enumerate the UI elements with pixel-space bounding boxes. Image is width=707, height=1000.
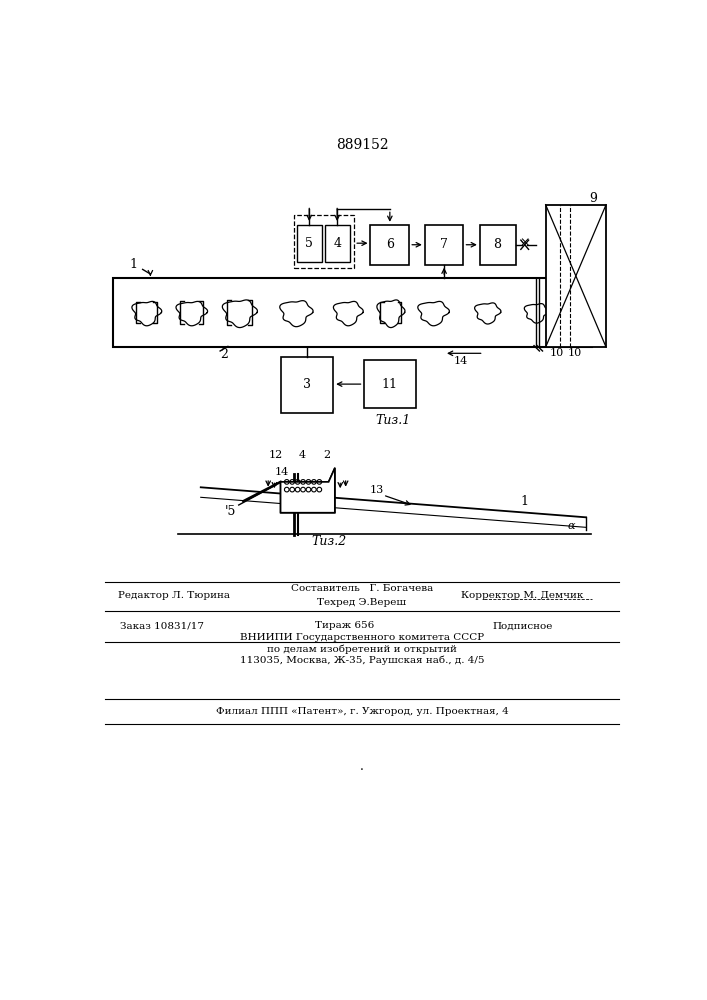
Text: 11: 11 — [382, 378, 398, 391]
Text: 5: 5 — [305, 237, 313, 250]
Text: 4: 4 — [333, 237, 341, 250]
Text: 12: 12 — [269, 450, 283, 460]
Text: 9: 9 — [590, 192, 597, 205]
Text: Τиз.1: Τиз.1 — [375, 414, 411, 427]
Text: Составитель   Г. Богачева: Составитель Г. Богачева — [291, 584, 433, 593]
Text: по делам изобретений и открытий: по делам изобретений и открытий — [267, 644, 457, 654]
Text: 14: 14 — [453, 356, 467, 366]
Text: 13: 13 — [370, 485, 384, 495]
Text: Тираж 656: Тираж 656 — [315, 621, 374, 630]
Bar — [546, 205, 606, 347]
Bar — [425, 225, 464, 265]
Text: 889152: 889152 — [336, 138, 388, 152]
Bar — [363, 360, 416, 408]
Text: Заказ 10831/17: Заказ 10831/17 — [120, 621, 204, 630]
Text: 10: 10 — [568, 348, 582, 358]
Text: '5: '5 — [225, 505, 236, 518]
Text: Τиз.2: Τиз.2 — [311, 535, 346, 548]
Text: Корректор М. Демчик: Корректор М. Демчик — [461, 591, 583, 600]
Text: 14: 14 — [275, 467, 289, 477]
Bar — [370, 225, 409, 265]
Text: ×: × — [520, 237, 530, 250]
Text: 1: 1 — [520, 495, 529, 508]
Text: Филиал ППП «Патент», г. Ужгород, ул. Проектная, 4: Филиал ППП «Патент», г. Ужгород, ул. Про… — [216, 707, 508, 716]
Text: 7: 7 — [440, 238, 448, 251]
Text: α: α — [568, 521, 575, 531]
Text: 6: 6 — [386, 238, 394, 251]
Text: Техред Э.Вереш: Техред Э.Вереш — [317, 598, 407, 607]
Text: 10: 10 — [549, 348, 563, 358]
Bar — [293, 215, 354, 268]
Text: Редактор Л. Тюрина: Редактор Л. Тюрина — [117, 591, 230, 600]
Bar — [297, 225, 322, 262]
Text: 113035, Москва, Ж-35, Раушская наб., д. 4/5: 113035, Москва, Ж-35, Раушская наб., д. … — [240, 656, 484, 665]
Text: ·: · — [360, 764, 364, 777]
Text: Подписное: Подписное — [492, 621, 553, 630]
Text: 8: 8 — [493, 238, 501, 251]
Text: 2: 2 — [324, 450, 331, 460]
Text: 2: 2 — [220, 348, 228, 361]
Text: 4: 4 — [299, 450, 306, 460]
Text: 3: 3 — [303, 378, 311, 391]
Bar — [480, 225, 516, 265]
Text: ВНИИПИ Государственного комитета СССР: ВНИИПИ Государственного комитета СССР — [240, 633, 484, 642]
Polygon shape — [281, 468, 335, 513]
Text: 1: 1 — [129, 258, 137, 271]
Bar — [325, 225, 349, 262]
Bar — [281, 357, 333, 413]
Bar — [113, 278, 592, 347]
